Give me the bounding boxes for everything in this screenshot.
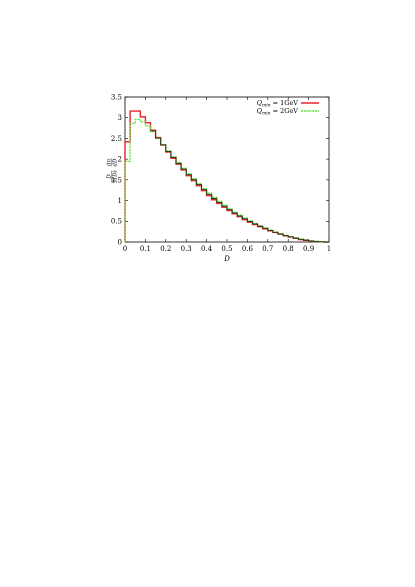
x-tick-label: 0.7 [262,245,273,253]
y-label-dn: dn [107,159,113,167]
legend-entry-1gev: Qmin = 1GeV [257,99,319,109]
y-label-numerator: D [107,174,113,180]
y-tick-label: 3.5 [111,93,122,101]
x-tick-label: 0.4 [201,245,213,253]
y-label-denominator: n(D) [112,170,119,182]
x-tick-label: 0.1 [140,245,151,253]
x-tick-label: 0.9 [303,245,314,253]
y-label-dD: dD [113,158,119,167]
series-group [124,110,329,243]
plot-frame [124,96,330,243]
legend-sub-1: min [262,103,271,109]
x-tick-label: 1 [327,245,331,253]
legend: Qmin = 1GeV Qmin = 2GeV [257,99,319,117]
x-tick-label: 0.5 [221,245,232,253]
y-tick-label: 1 [118,197,122,205]
y-tick-label: 0.5 [111,218,122,226]
x-tick-label: 0.3 [181,245,192,253]
y-tick-label: 2 [118,156,122,164]
y-tick-label: 1.5 [111,176,122,184]
axis-ticks: 0 0.1 0.2 0.3 0.4 0.5 0.6 0.7 0.8 0.9 1 0 0.5 1 1.5 2 2.… [111,93,331,253]
series-overlap-line [150,130,329,243]
x-tick-label: 0 [123,245,127,253]
legend-label-1gev: Qmin = 1GeV [257,99,299,109]
legend-sub-2: min [262,111,271,117]
x-tick-label: 0.2 [160,245,171,253]
y-tick-label: 0 [118,238,122,246]
legend-q-2: Q [257,107,263,115]
legend-q-1: Q [257,99,263,107]
legend-label-2gev: Qmin = 2GeV [257,107,299,117]
legend-rest-1: = 1GeV [271,99,299,107]
x-tick-label: 0.6 [242,245,254,253]
y-tick-label: 3 [118,114,122,122]
x-axis-label: D [223,255,230,263]
legend-entry-2gev: Qmin = 2GeV [257,107,319,117]
legend-rest-2: = 2GeV [271,107,299,115]
y-axis-label: D n(D) dn dD [107,158,119,183]
y-tick-label: 2.5 [111,135,122,143]
x-tick-label: 0.8 [283,245,294,253]
